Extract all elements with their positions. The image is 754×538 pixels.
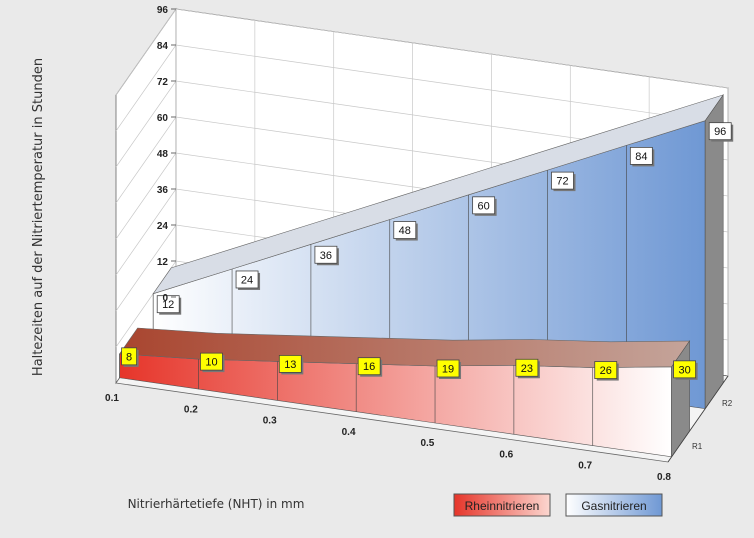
x-tick-label: 0.6 — [499, 449, 513, 460]
label-rheinnitrieren-text: 30 — [678, 364, 690, 376]
depth-label: R2 — [722, 399, 733, 408]
x-tick-label: 0.2 — [184, 404, 198, 415]
depth-axis-line — [667, 375, 729, 463]
label-rheinnitrieren-box — [673, 360, 696, 379]
y-tick-label: 12 — [157, 257, 169, 268]
label-rheinnitrieren: 26 — [594, 361, 619, 381]
label-gasnitrieren-text: 96 — [714, 126, 726, 138]
label-rheinnitrieren-text: 8 — [126, 351, 132, 363]
y-tick-label: 48 — [157, 149, 169, 160]
y-axis-title: Haltezeiten auf der Nitriertemperatur in… — [31, 58, 46, 376]
label-rheinnitrieren-text: 13 — [284, 359, 296, 371]
axes: 012243648607284960.10.20.30.40.50.60.70.… — [105, 5, 733, 483]
series-rheinnitrieren — [119, 327, 691, 458]
label-rheinnitrieren: 10 — [200, 352, 225, 373]
label-gasnitrieren-box — [708, 122, 732, 141]
label-gasnitrieren: 96 — [708, 122, 734, 142]
y-tick-label: 0 — [162, 293, 168, 304]
y-tick-label: 60 — [157, 113, 169, 124]
x-tick-label: 0.8 — [657, 472, 671, 483]
label-gasnitrieren-box — [629, 146, 653, 165]
label-rheinnitrieren-text: 23 — [521, 363, 533, 375]
legend-swatch-rheinnitrieren — [453, 493, 551, 517]
label-gasnitrieren-box — [235, 270, 259, 289]
label-gasnitrieren: 84 — [629, 146, 655, 167]
data-labels: 12 24 36 48 60 72 84 96 8 10 13 16 19 23 26 30 — [121, 122, 734, 381]
label-gasnitrieren-text: 60 — [478, 200, 490, 212]
label-rheinnitrieren-box — [436, 359, 460, 378]
label-gasnitrieren: 36 — [314, 245, 339, 266]
label-gasnitrieren-text: 72 — [556, 176, 568, 188]
legend-label-gasnitrieren: Gasnitrieren — [581, 499, 646, 513]
label-rheinnitrieren-text: 26 — [600, 365, 612, 377]
label-gasnitrieren: 72 — [551, 171, 576, 192]
label-rheinnitrieren: 23 — [515, 358, 540, 379]
label-gasnitrieren-text: 48 — [399, 225, 411, 237]
label-gasnitrieren-box — [551, 171, 574, 190]
x-tick-label: 0.7 — [578, 461, 592, 472]
label-gasnitrieren: 24 — [235, 270, 261, 290]
x-tick-label: 0.4 — [342, 427, 356, 438]
label-rheinnitrieren: 8 — [121, 347, 139, 367]
label-gasnitrieren: 48 — [393, 221, 418, 241]
label-rheinnitrieren: 13 — [278, 355, 304, 375]
label-rheinnitrieren-box — [515, 358, 539, 377]
label-gasnitrieren-text: 24 — [241, 274, 253, 286]
label-rheinnitrieren-text: 10 — [205, 357, 217, 369]
x-tick-label: 0.3 — [263, 416, 277, 427]
y-tick-label: 24 — [157, 221, 169, 232]
label-rheinnitrieren-box — [121, 347, 137, 366]
label-rheinnitrieren-text: 19 — [442, 363, 454, 375]
legend: Rheinnitrieren Gasnitrieren — [453, 493, 663, 517]
label-gasnitrieren-text: 36 — [320, 250, 332, 262]
legend-swatch-gasnitrieren — [565, 493, 663, 517]
label-rheinnitrieren-box — [200, 352, 223, 371]
series-end-cap — [704, 93, 724, 410]
y-tick-label: 36 — [157, 185, 169, 196]
label-gasnitrieren-box — [156, 295, 180, 314]
label-gasnitrieren: 60 — [472, 196, 497, 216]
label-gasnitrieren-box — [393, 221, 417, 239]
y-tick-label: 96 — [157, 5, 169, 16]
x-tick-label: 0.1 — [105, 393, 119, 404]
label-rheinnitrieren: 19 — [436, 359, 462, 379]
label-gasnitrieren-box — [314, 245, 338, 264]
label-gasnitrieren-text: 12 — [162, 299, 174, 311]
label-gasnitrieren: 12 — [156, 295, 182, 315]
y-tick-label: 72 — [157, 77, 169, 88]
label-rheinnitrieren-text: 16 — [363, 361, 375, 373]
x-tick-label: 0.5 — [420, 438, 434, 449]
legend-label-rheinnitrieren: Rheinnitrieren — [465, 499, 540, 513]
label-gasnitrieren-text: 84 — [635, 151, 647, 163]
label-rheinnitrieren: 30 — [673, 360, 698, 380]
label-gasnitrieren-box — [472, 196, 496, 215]
y-tick-label: 84 — [157, 41, 169, 52]
label-rheinnitrieren-box — [278, 355, 302, 373]
label-rheinnitrieren-box — [594, 361, 618, 379]
label-rheinnitrieren-box — [357, 357, 381, 376]
depth-label: R1 — [692, 442, 703, 451]
x-axis-title: Nitrierhärtetiefe (NHT) in mm — [128, 497, 305, 511]
label-rheinnitrieren: 16 — [357, 357, 383, 377]
